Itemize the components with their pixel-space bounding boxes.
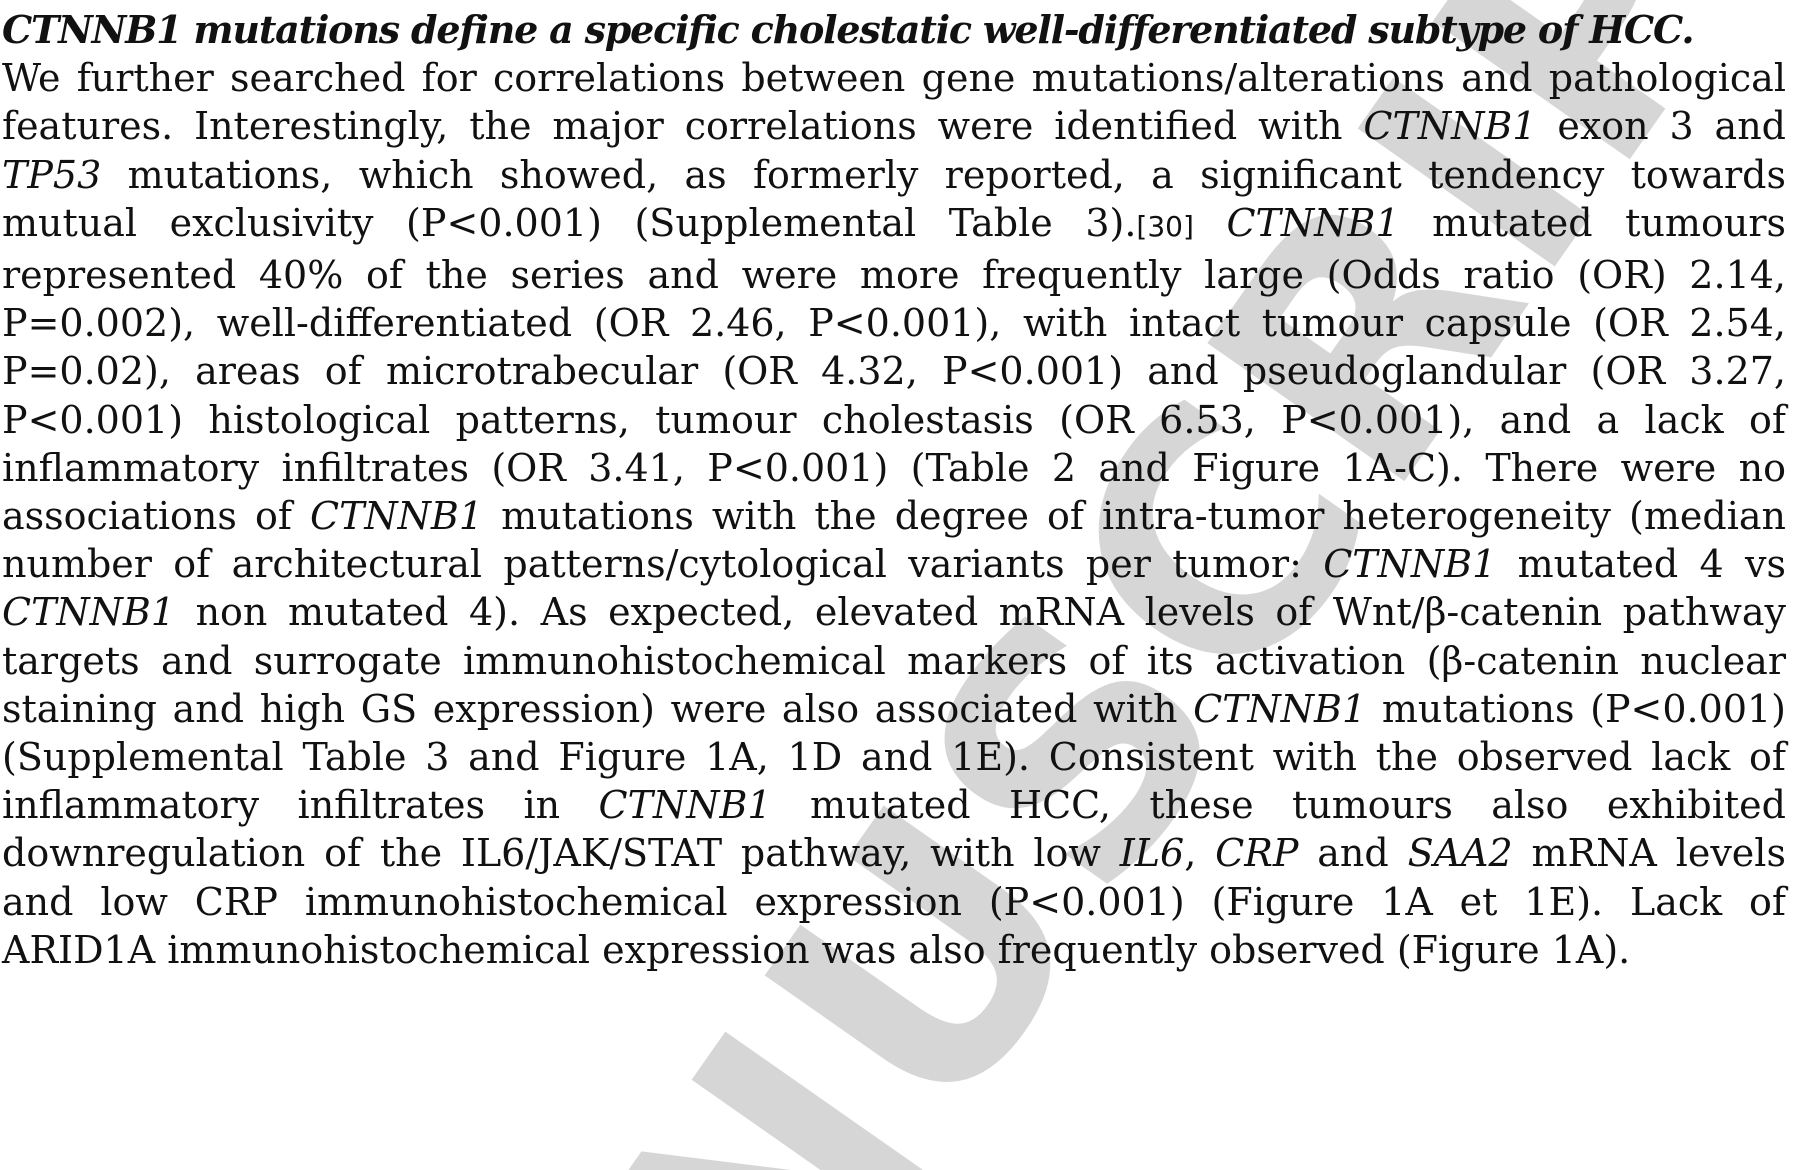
gene-name: IL6 <box>1119 831 1185 876</box>
gene-name: CTNNB1 <box>598 783 772 828</box>
paragraph: CTNNB1 mutations define a specific chole… <box>2 6 1786 974</box>
gene-name: CTNNB1 <box>1323 542 1497 587</box>
gene-name: CTNNB1 <box>1363 104 1537 149</box>
text-segment: mutated 4 vs <box>1517 542 1786 587</box>
text-segment: We further searched for correlations bet… <box>2 56 1786 149</box>
body-text: CTNNB1 mutations define a specific chole… <box>2 6 1786 974</box>
gene-name: SAA2 <box>1407 831 1513 876</box>
text-segment: , <box>1184 831 1197 876</box>
text-segment: mutations (P<0.001) (Supplemental Table … <box>2 686 1786 828</box>
text-segment: mutated HCC, these tumours also exhibite… <box>2 783 1786 876</box>
text-segment: mutations, which showed, as formerly rep… <box>2 152 1786 245</box>
text-segment: mutated tumours represented 40% of the s… <box>2 200 1786 539</box>
gene-name: CTNNB1 <box>1193 686 1367 731</box>
gene-name: CTNNB1 <box>1226 200 1400 245</box>
text-segment: and <box>1317 831 1389 876</box>
gene-name: CRP <box>1215 831 1299 876</box>
gene-name: CTNNB1 <box>310 494 484 539</box>
gene-name: CTNNB1 <box>2 590 176 635</box>
text-segment: mRNA levels and low CRP immunohistochemi… <box>2 831 1786 972</box>
text-segment: non mutated 4). As expected, elevated mR… <box>2 590 1786 731</box>
text-segment: mutations with the degree of intra-tumor… <box>2 494 1786 587</box>
text-segment: exon 3 and <box>1557 104 1786 149</box>
citation-reference: [30] <box>1136 209 1194 243</box>
gene-name: TP53 <box>2 152 102 197</box>
paragraph-title: CTNNB1 mutations define a specific chole… <box>2 7 1695 52</box>
